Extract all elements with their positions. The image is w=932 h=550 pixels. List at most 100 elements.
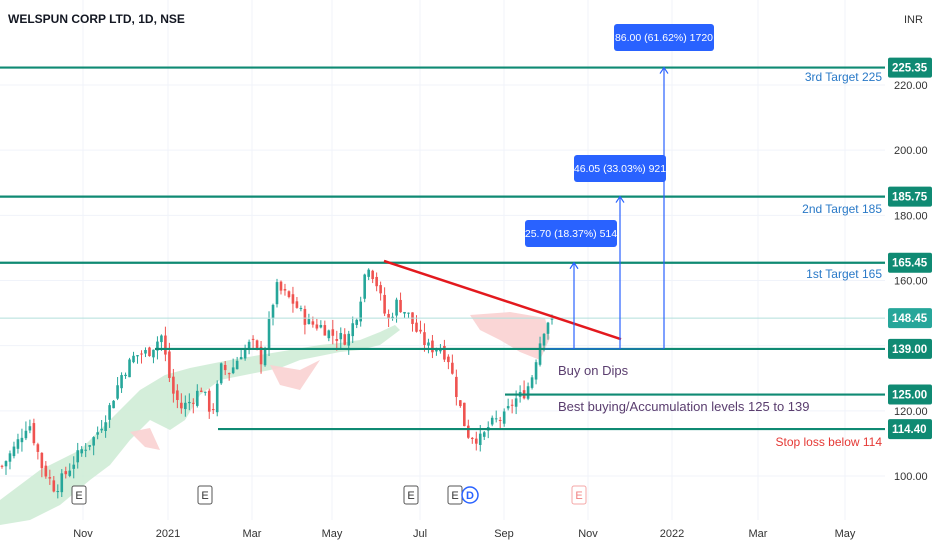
candle-down — [164, 335, 167, 355]
candle-up — [188, 401, 191, 404]
candle-down — [48, 477, 52, 479]
price-level-label: 139.00 — [892, 344, 927, 356]
y-tick-label: 200.00 — [894, 145, 928, 157]
price-axis[interactable]: 220.00200.00180.00160.00140.00120.00100.… — [885, 0, 932, 550]
candle-down — [423, 332, 426, 345]
earnings-marker[interactable] — [403, 485, 419, 505]
candle-down — [315, 324, 319, 329]
candle-down — [211, 409, 215, 411]
candle-up — [4, 461, 8, 467]
candle-up — [152, 349, 155, 358]
candle-up — [427, 342, 430, 346]
price-level-tag — [888, 308, 932, 329]
candle-down — [223, 364, 227, 371]
candle-up — [263, 349, 267, 366]
candle-down — [311, 321, 315, 325]
price-level-tag — [888, 186, 932, 207]
candle-up — [327, 330, 331, 339]
candle-down — [148, 347, 151, 357]
candle-up — [8, 453, 12, 462]
candle-down — [451, 362, 454, 374]
candle-up — [534, 362, 538, 380]
x-tick-label: Jul — [413, 528, 427, 540]
measure-label: 86.00 (61.62%) 1720 — [615, 32, 713, 44]
candle-up — [231, 367, 235, 374]
candle-up — [359, 301, 362, 322]
candle-down — [207, 390, 211, 412]
candle-up — [116, 385, 119, 399]
candle-down — [259, 346, 263, 365]
cloud-bullish-area — [0, 325, 400, 525]
candle-up — [72, 464, 76, 469]
candle-up — [92, 437, 95, 446]
candle-down — [399, 299, 402, 313]
candle-up — [267, 319, 271, 350]
candle-up — [395, 299, 398, 316]
candle-down — [443, 345, 446, 360]
candle-up — [156, 341, 159, 351]
price-level-label: 148.45 — [892, 313, 928, 325]
candle-down — [498, 419, 502, 421]
candle-down — [447, 356, 450, 363]
y-tick-label: 180.00 — [894, 210, 928, 222]
candle-up — [203, 391, 207, 393]
time-axis[interactable]: Nov 2021 Mar May Jul Sep Nov 2022 Mar May — [73, 528, 856, 540]
second-target-label: 2nd Target 185 — [802, 202, 882, 216]
measure-label: 25.70 (18.37%) 514 — [525, 228, 617, 240]
x-tick-label: Mar — [749, 528, 768, 540]
candle-up — [514, 398, 518, 407]
candle-down — [303, 308, 307, 325]
candle-up — [247, 341, 251, 349]
candle-down — [419, 329, 422, 332]
arrow-head — [615, 195, 625, 203]
dividend-marker[interactable] — [461, 486, 479, 504]
candle-up — [275, 282, 279, 305]
candle-up — [239, 357, 243, 360]
candle-down — [375, 276, 378, 287]
earnings-marker-label: E — [407, 490, 414, 502]
price-level-tag — [888, 419, 932, 440]
candle-up — [20, 437, 24, 443]
price-level-label: 225.35 — [892, 63, 928, 75]
candle-down — [176, 390, 179, 401]
resistance-trendline — [383, 259, 622, 341]
candle-down — [459, 400, 462, 407]
symbol-title: WELSPUN CORP LTD, 1D, NSE — [8, 12, 185, 26]
earnings-marker[interactable] — [571, 485, 587, 505]
candle-up — [96, 432, 99, 435]
candle-down — [192, 402, 195, 404]
candle-down — [343, 334, 347, 345]
candle-up — [478, 433, 482, 445]
candle-down — [415, 322, 418, 332]
candle-up — [339, 332, 343, 340]
y-tick-label: 220.00 — [894, 80, 928, 92]
candle-up — [351, 323, 355, 337]
candle-up — [526, 386, 530, 399]
price-level-label: 125.00 — [892, 390, 927, 402]
candle-up — [76, 450, 80, 463]
arrow-head — [569, 261, 579, 270]
earnings-marker[interactable] — [197, 485, 213, 505]
candle-up — [319, 324, 323, 328]
candle-down — [371, 270, 374, 280]
candle-up — [112, 400, 115, 409]
candle-up — [16, 439, 20, 449]
candle-up — [132, 355, 135, 363]
earnings-marker[interactable] — [71, 485, 87, 505]
measure-label-box — [574, 155, 666, 182]
earnings-marker-label: E — [451, 490, 458, 502]
candle-down — [168, 351, 171, 378]
arrow-head — [659, 66, 669, 74]
candle-down — [255, 340, 259, 349]
candle-down — [331, 329, 335, 336]
currency-label[interactable]: INR — [904, 14, 923, 26]
price-level-label: 185.75 — [892, 192, 928, 204]
price-level-tag — [888, 252, 932, 273]
candle-up — [542, 333, 546, 346]
ichimoku-cloud — [0, 312, 550, 525]
candle-up — [235, 360, 239, 370]
candle-up — [355, 319, 359, 325]
price-level-tag — [888, 384, 932, 405]
y-tick-label: 100.00 — [894, 471, 928, 483]
